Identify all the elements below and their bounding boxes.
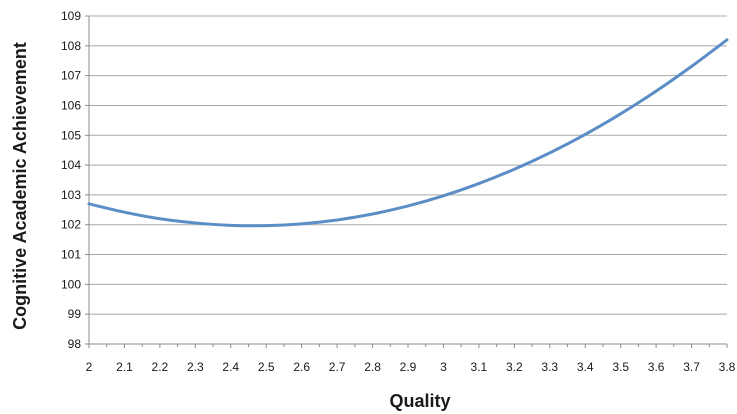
y-tick-label: 102	[61, 218, 81, 232]
x-tick-label: 2.7	[329, 360, 346, 374]
y-tick-label: 107	[61, 69, 81, 83]
x-tick-label: 2.2	[152, 360, 169, 374]
x-tick-label: 2.1	[116, 360, 133, 374]
x-tick-label: 2.4	[222, 360, 239, 374]
series-line	[87, 38, 729, 228]
y-tick-label: 103	[61, 188, 81, 202]
tick-labels: 98 99 100 101 102 103 104 105 106 107 108 109 2 2.1 2.…	[61, 9, 736, 374]
x-tick-label: 3.3	[541, 360, 558, 374]
y-tick-label: 105	[61, 128, 81, 142]
y-tick-label: 109	[61, 9, 81, 23]
x-tick-label: 3.1	[471, 360, 488, 374]
y-tick-label: 108	[61, 39, 81, 53]
y-tick-label: 99	[68, 307, 82, 321]
y-tick-label: 100	[61, 277, 81, 291]
y-tick-label: 106	[61, 98, 81, 112]
x-tick-label: 3.4	[577, 360, 594, 374]
x-tick-label: 2.5	[258, 360, 275, 374]
x-tick-label: 3.6	[648, 360, 665, 374]
series-layer	[87, 38, 729, 228]
x-tick-label: 2.8	[364, 360, 381, 374]
x-tick-label: 3.5	[612, 360, 629, 374]
x-tick-label: 3	[440, 360, 447, 374]
y-tick-label: 101	[61, 248, 81, 262]
x-tick-label: 3.7	[683, 360, 700, 374]
x-tick-label: 3.2	[506, 360, 523, 374]
y-tick-label: 104	[61, 158, 81, 172]
x-tick-label: 3.8	[719, 360, 736, 374]
x-tick-label: 2.3	[187, 360, 204, 374]
x-tick-label: 2.6	[293, 360, 310, 374]
x-axis-title: Quality	[389, 391, 450, 411]
gridlines	[89, 15, 727, 315]
y-tick-label: 98	[68, 337, 82, 351]
x-tick-label: 2.9	[400, 360, 417, 374]
axes	[85, 15, 728, 348]
x-tick-label: 2	[86, 360, 93, 374]
y-axis-title: Cognitive Academic Achievement	[10, 42, 30, 330]
